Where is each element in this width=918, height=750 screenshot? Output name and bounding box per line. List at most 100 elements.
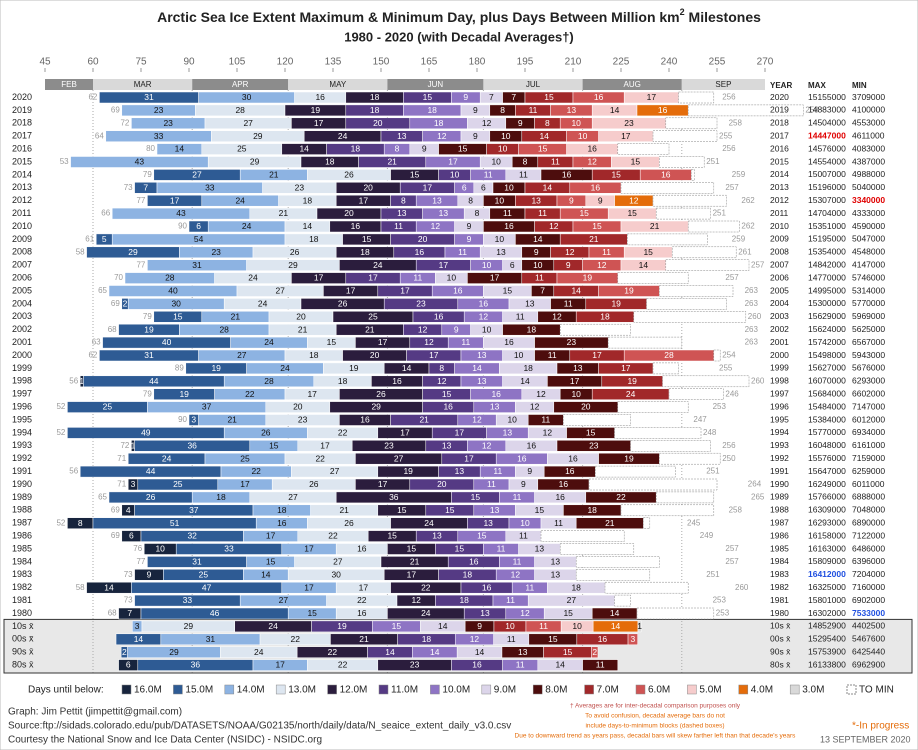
end-label: 258: [729, 505, 743, 514]
row-label: 2001: [12, 337, 32, 347]
segment-label: 17: [346, 286, 356, 296]
to-min-segment: [620, 504, 715, 517]
segment-label: 17: [647, 92, 657, 102]
segment-label: 20: [293, 402, 303, 412]
segment-label: 33: [205, 182, 215, 192]
row-label: 2018: [12, 118, 32, 128]
segment-label: 15: [455, 544, 465, 554]
segment-label: 11: [484, 169, 493, 179]
segment-label: 10: [578, 131, 588, 141]
segment-label: 9: [473, 105, 478, 115]
segment-label: 15: [445, 505, 455, 515]
segment-label: 8: [500, 105, 505, 115]
legend-swatch: [378, 684, 389, 695]
segment-label: 22: [328, 531, 338, 541]
segment-label: 7: [127, 608, 132, 618]
segment-label: 23: [624, 118, 634, 128]
segment-label: 21: [298, 324, 308, 334]
segment-label: 20: [363, 182, 373, 192]
segment-label: 14: [472, 363, 482, 373]
segment-label: 13: [551, 556, 561, 566]
segment-label: 10: [571, 389, 581, 399]
min-cell: 7122000: [852, 530, 885, 540]
segment-label: 14: [430, 647, 440, 657]
end-label: 251: [713, 209, 727, 218]
segment-label: 14: [475, 647, 485, 657]
month-cell: [483, 79, 583, 90]
min-cell: 5625000: [852, 324, 885, 334]
legend-title: Days until below:: [28, 685, 104, 696]
start-label: 73: [124, 183, 133, 192]
segment-label: 13: [432, 531, 442, 541]
segment-label: 8: [78, 518, 83, 528]
row-label: 1991: [12, 466, 32, 476]
segment-label: 23: [298, 415, 308, 425]
x-tick-label: 105: [229, 57, 246, 68]
segment-label: 10: [507, 415, 517, 425]
segment-label: 16: [472, 660, 482, 670]
segment-label: 5: [620, 595, 625, 605]
segment-label: 7: [511, 92, 516, 102]
segment-label: 11: [529, 105, 538, 115]
segment-label: 17: [407, 569, 417, 579]
segment-label: 14: [677, 157, 687, 167]
segment-label: 31: [144, 92, 154, 102]
segment-label: 16: [565, 466, 575, 476]
segment-label: 1: [637, 621, 642, 631]
legend-swatch: [738, 684, 749, 695]
segment-label: 10: [155, 544, 165, 554]
end-label: 250: [722, 454, 736, 463]
segment-label: 17: [304, 544, 314, 554]
segment-label: 20: [344, 208, 354, 218]
segment-label: 12: [511, 569, 521, 579]
segment-label: 16: [658, 105, 668, 115]
legend-label: 13.0M: [288, 685, 316, 696]
row-label: 1994: [12, 427, 32, 437]
segment-label: 26: [578, 531, 588, 541]
end-label: 257: [751, 260, 765, 269]
segment-label: 11: [554, 518, 563, 528]
legend-swatch: [224, 684, 235, 695]
end-label: 262: [741, 196, 755, 205]
segment-label: 21: [419, 415, 429, 425]
year-cell: 2009: [770, 234, 789, 244]
segment-label: 18: [277, 505, 287, 515]
max-cell: 15295400: [808, 634, 846, 644]
legend-swatch: [789, 684, 800, 695]
segment-label: 25: [368, 311, 378, 321]
segment-label: 17: [400, 286, 410, 296]
year-cell: 1982: [770, 582, 789, 592]
segment-label: 18: [587, 505, 597, 515]
end-label: 260: [735, 583, 749, 592]
segment-label: 13: [442, 440, 452, 450]
segment-label: 11: [503, 208, 512, 218]
to-min-segment: [627, 233, 708, 246]
row-label: 1984: [12, 556, 32, 566]
min-cell: 5746000: [852, 272, 885, 282]
segment-label: 15: [269, 440, 279, 450]
x-tick-label: 90: [183, 57, 195, 68]
segment-label: 18: [463, 569, 473, 579]
segment-label: 2: [122, 647, 127, 657]
segment-label: 17: [464, 453, 474, 463]
segment-label: 32: [187, 531, 197, 541]
segment-label: 21: [279, 208, 289, 218]
min-cell: 5943000: [852, 350, 885, 360]
segment-label: 12: [472, 415, 482, 425]
year-cell: 1995: [770, 414, 789, 424]
segment-label: 15: [397, 505, 407, 515]
footnote: To avoid confusion, decadal average bars…: [585, 713, 725, 720]
min-cell: 7048000: [852, 505, 885, 515]
max-cell: 16158000: [808, 530, 846, 540]
segment-label: 28: [235, 105, 245, 115]
segment-label: 7: [143, 182, 148, 192]
segment-label: 18: [422, 634, 432, 644]
segment-label: 15: [423, 92, 433, 102]
segment-label: 11: [458, 247, 467, 257]
to-min-segment: [575, 569, 651, 581]
legend-label: 9.0M: [494, 685, 516, 696]
segment-label: 12: [587, 157, 597, 167]
segment-label: 13: [490, 402, 500, 412]
segment-label: 17: [490, 273, 500, 283]
year-cell: 2007: [770, 259, 789, 269]
